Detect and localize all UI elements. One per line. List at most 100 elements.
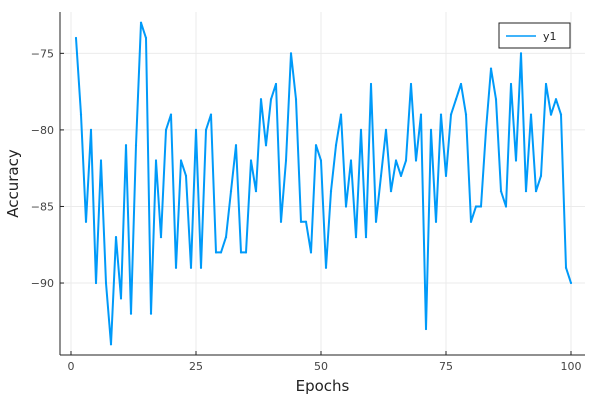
data-point bbox=[109, 343, 113, 346]
data-point bbox=[84, 220, 88, 223]
data-point bbox=[174, 266, 178, 269]
data-point bbox=[564, 266, 568, 269]
data-point bbox=[439, 113, 443, 116]
data-point bbox=[469, 220, 473, 223]
data-point bbox=[504, 205, 508, 208]
y-tick-label: −80 bbox=[31, 124, 54, 137]
data-point bbox=[329, 190, 333, 193]
data-point bbox=[549, 113, 553, 116]
x-tick-label: 0 bbox=[68, 360, 75, 373]
data-point bbox=[259, 98, 263, 101]
data-point bbox=[264, 144, 268, 147]
data-point bbox=[489, 67, 493, 70]
data-point bbox=[319, 159, 323, 162]
data-point bbox=[79, 113, 83, 116]
x-tick-label: 25 bbox=[189, 360, 203, 373]
data-point bbox=[374, 220, 378, 223]
data-point bbox=[539, 174, 543, 177]
data-point bbox=[444, 174, 448, 177]
data-point bbox=[159, 235, 163, 239]
data-point bbox=[139, 21, 143, 24]
y-tick-label: −85 bbox=[31, 200, 54, 213]
x-tick-label: 50 bbox=[314, 360, 328, 373]
data-point bbox=[334, 144, 338, 147]
data-point bbox=[229, 190, 233, 193]
data-point bbox=[119, 297, 123, 300]
data-point bbox=[344, 205, 348, 208]
data-point bbox=[239, 251, 243, 254]
data-point bbox=[94, 281, 98, 285]
data-point bbox=[464, 113, 468, 116]
data-point bbox=[294, 98, 298, 101]
data-point bbox=[544, 82, 548, 86]
data-point bbox=[144, 36, 148, 40]
data-point bbox=[409, 82, 413, 86]
data-point bbox=[494, 98, 498, 101]
y-axis-label: Accuracy bbox=[4, 149, 22, 218]
data-point bbox=[389, 190, 393, 193]
data-point bbox=[169, 113, 173, 116]
data-point bbox=[304, 220, 308, 223]
data-point bbox=[299, 220, 303, 223]
data-point bbox=[364, 235, 368, 239]
data-point bbox=[164, 128, 168, 132]
data-point bbox=[534, 190, 538, 193]
data-points bbox=[74, 21, 573, 346]
data-point bbox=[189, 266, 193, 269]
data-point bbox=[194, 128, 198, 132]
data-point bbox=[74, 36, 78, 40]
data-point bbox=[134, 144, 138, 147]
data-point bbox=[514, 159, 518, 162]
data-point bbox=[249, 159, 253, 162]
data-point bbox=[104, 281, 108, 285]
data-point bbox=[524, 190, 528, 193]
data-point bbox=[99, 159, 103, 162]
data-point bbox=[359, 128, 363, 132]
data-point bbox=[129, 312, 133, 315]
data-point bbox=[484, 128, 488, 132]
data-point bbox=[479, 205, 483, 208]
data-point bbox=[149, 312, 153, 315]
data-point bbox=[219, 251, 223, 254]
data-point bbox=[414, 159, 418, 162]
data-point bbox=[349, 159, 353, 162]
series-line bbox=[75, 21, 572, 346]
data-point bbox=[199, 266, 203, 269]
x-tick-label: 100 bbox=[561, 360, 582, 373]
data-point bbox=[244, 251, 248, 254]
data-point bbox=[384, 128, 388, 132]
data-point bbox=[274, 82, 278, 86]
series-layer bbox=[75, 21, 572, 346]
data-point bbox=[89, 128, 93, 132]
data-point bbox=[454, 98, 458, 101]
data-point bbox=[449, 113, 453, 116]
data-point bbox=[559, 113, 563, 116]
data-point bbox=[419, 113, 423, 116]
data-point bbox=[314, 144, 318, 147]
data-point bbox=[289, 52, 293, 55]
tick-labels: 0 25 50 75 100 −90 −85 −80 −75 bbox=[31, 47, 582, 373]
data-point bbox=[499, 190, 503, 193]
data-point bbox=[209, 113, 213, 116]
data-point bbox=[179, 159, 183, 162]
data-point bbox=[184, 174, 188, 177]
data-point bbox=[114, 235, 118, 239]
data-point bbox=[284, 159, 288, 162]
data-point bbox=[519, 52, 523, 55]
data-point bbox=[369, 82, 373, 86]
legend-label: y1 bbox=[543, 30, 557, 43]
data-point bbox=[324, 266, 328, 269]
x-axis-label: Epochs bbox=[296, 377, 350, 395]
y-tick-label: −75 bbox=[31, 47, 54, 60]
data-point bbox=[394, 159, 398, 162]
data-point bbox=[424, 327, 428, 331]
data-point bbox=[204, 128, 208, 132]
data-point bbox=[234, 144, 238, 147]
data-point bbox=[529, 113, 533, 116]
data-point bbox=[254, 190, 258, 193]
data-point bbox=[379, 174, 383, 177]
data-point bbox=[354, 235, 358, 239]
data-point bbox=[474, 205, 478, 208]
data-point bbox=[309, 251, 313, 254]
axes bbox=[59, 12, 585, 356]
